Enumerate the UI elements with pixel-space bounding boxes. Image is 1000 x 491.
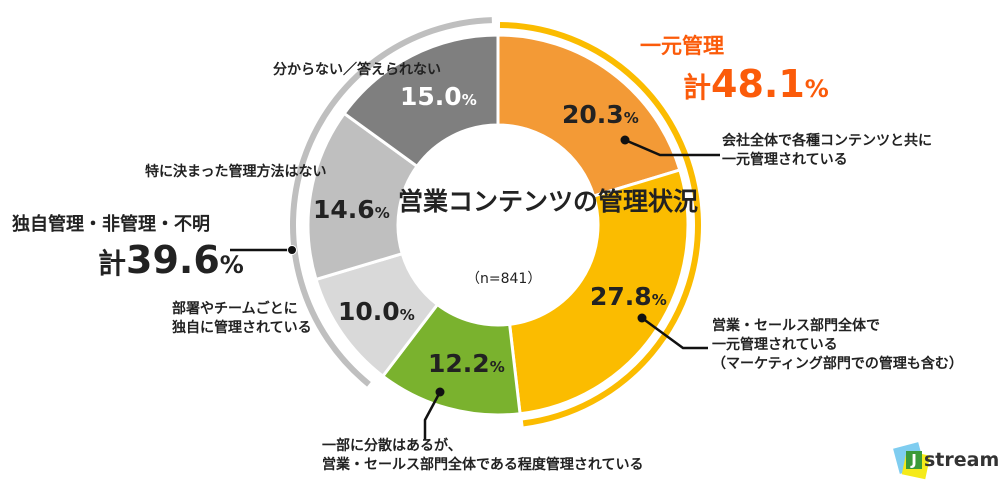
group-total-other: 計39.6% bbox=[98, 238, 244, 282]
chart-title: 営業コンテンツの管理状況 bbox=[398, 187, 699, 216]
leader-dot-3 bbox=[287, 245, 297, 255]
group-name-other: 独自管理・非管理・不明 bbox=[12, 214, 210, 235]
slice-label-2: 一部に分散はあるが、 営業・セールス部門全体である程度管理されている bbox=[322, 438, 644, 473]
slice-label-5: 分からない／答えられない bbox=[273, 62, 441, 78]
donut-slice-1 bbox=[507, 168, 690, 416]
leader-dot-0 bbox=[620, 135, 630, 145]
donut-hole bbox=[399, 126, 597, 324]
group-arc-unified bbox=[499, 22, 702, 427]
pct-label-5: 15.0% bbox=[400, 82, 477, 111]
slice-label-0: 会社全体で各種コンテンツと共に 一元管理されている bbox=[722, 133, 932, 168]
pct-label-2: 12.2% bbox=[428, 349, 505, 378]
pct-label-1: 27.8% bbox=[590, 282, 667, 311]
slice-label-4: 特に決まった管理方法はない bbox=[145, 164, 327, 180]
donut-slice-0 bbox=[496, 33, 682, 198]
pct-label-4: 14.6% bbox=[313, 195, 390, 224]
slice-label-1: 営業・セールス部門全体で 一元管理されている （マーケティング部門での管理も含む） bbox=[712, 318, 963, 372]
leader-line-1 bbox=[641, 316, 708, 350]
leader-line-0 bbox=[624, 138, 720, 157]
sample-size: （n=841） bbox=[466, 271, 542, 287]
jstream-logo: J stream bbox=[890, 442, 999, 483]
donut-slice-5 bbox=[342, 33, 500, 169]
slice-label-3: 部署やチームごとに 独自に管理されている bbox=[172, 301, 312, 336]
pct-label-0: 20.3% bbox=[562, 100, 639, 129]
leader-dot-2 bbox=[435, 387, 445, 397]
pct-label-3: 10.0% bbox=[338, 297, 415, 326]
leader-line-2 bbox=[423, 391, 442, 440]
group-arc-other bbox=[290, 17, 492, 387]
group-total-unified: 計48.1% bbox=[683, 62, 829, 106]
group-name-unified: 一元管理 bbox=[640, 34, 724, 58]
leader-dot-1 bbox=[637, 313, 647, 323]
